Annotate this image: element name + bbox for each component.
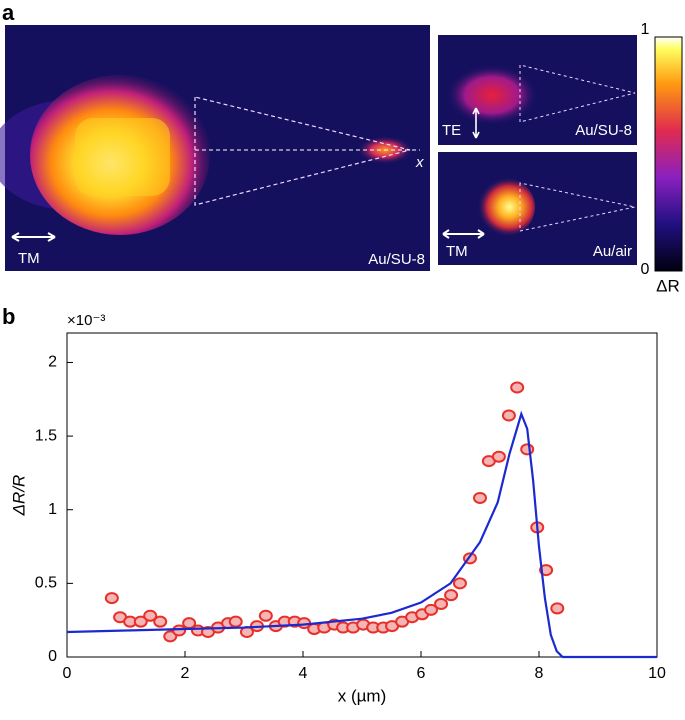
plot-frame [66, 332, 658, 658]
colorbar-label: ΔR [656, 276, 680, 295]
x-tick-label: 4 [299, 665, 308, 682]
data-line [66, 410, 657, 659]
data-point [172, 624, 187, 637]
polarization-label: TE [442, 122, 461, 139]
data-point [163, 630, 178, 643]
data-point [550, 602, 565, 615]
data-point [104, 592, 119, 605]
axis-label: x [415, 154, 424, 171]
polarization-arrow [472, 107, 480, 139]
colorbar [654, 36, 683, 272]
data-point [473, 491, 487, 504]
data-point [501, 409, 516, 422]
data-point [143, 609, 158, 622]
data-point [452, 577, 467, 590]
panel-label: b [2, 304, 15, 329]
polarization-arrow [442, 229, 485, 239]
polarization-label: TM [18, 250, 40, 267]
y-tick-label: 0.5 [35, 575, 57, 592]
sample-label: Au/air [593, 243, 632, 260]
data-point [510, 381, 525, 394]
data-point [153, 615, 168, 628]
hotspot [447, 65, 537, 125]
x-tick-label: 8 [535, 665, 544, 682]
chart: 0 2 4 6 8 10 0 0.5 1 1.5 2 ×10⁻³ x (µm) ΔR/R [9, 312, 666, 706]
y-tick-label: 2 [48, 354, 57, 371]
data-point [228, 615, 243, 628]
data-point [434, 597, 449, 610]
y-tick-label: 1 [48, 501, 57, 518]
taper-outline [519, 64, 636, 123]
y-tick-label: 1.5 [35, 427, 57, 444]
hotspot [471, 177, 535, 237]
data-point [520, 443, 535, 456]
colorbar-max: 1 [641, 21, 650, 38]
data-point [424, 603, 439, 616]
x-tick-label: 0 [63, 665, 72, 682]
x-tick-label: 6 [417, 665, 426, 682]
panel-label: a [2, 0, 15, 25]
data-point [133, 615, 148, 628]
x-tick-label: 2 [181, 665, 190, 682]
taper-outline [194, 96, 411, 206]
y-tick-label: 0 [48, 648, 57, 665]
hotspot-core [75, 118, 170, 196]
polarization-arrow [11, 232, 56, 242]
sample-label: Au/SU-8 [368, 251, 425, 268]
colorbar-min: 0 [641, 261, 650, 278]
x-tick-label: 10 [648, 665, 666, 682]
data-point [444, 589, 459, 602]
y-axis-label: ΔR/R [9, 475, 28, 517]
polarization-label: TM [446, 243, 468, 260]
sample-label: Au/SU-8 [575, 122, 632, 139]
data-point [491, 450, 506, 463]
y-multiplier: ×10⁻³ [67, 312, 105, 329]
taper-outline [519, 182, 636, 232]
data-point [258, 609, 273, 622]
x-axis-label: x (µm) [338, 686, 387, 705]
